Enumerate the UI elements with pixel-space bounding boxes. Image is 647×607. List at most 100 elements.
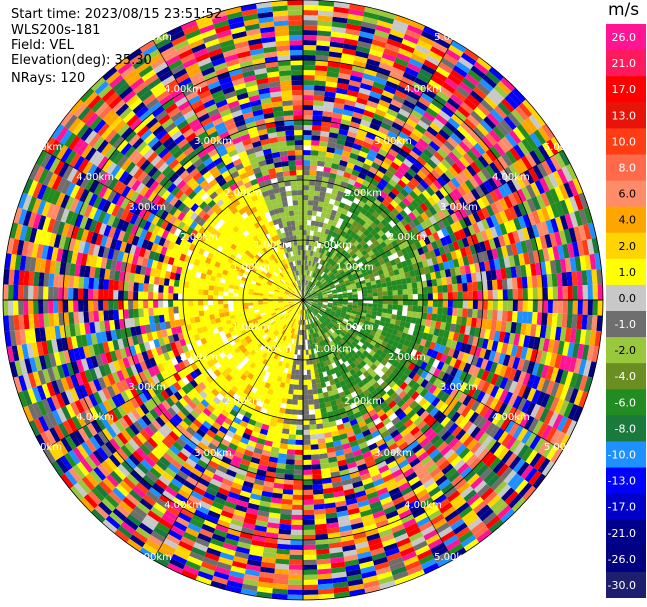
velocity-gate [440,172,451,184]
velocity-gate [355,267,361,273]
velocity-gate [376,237,384,245]
velocity-gate [494,224,503,237]
velocity-gate [385,80,399,90]
velocity-gate [428,79,442,91]
velocity-gate [335,273,341,279]
velocity-gate [375,153,386,162]
velocity-gate [312,393,319,400]
velocity-gate [356,243,363,250]
velocity-gate [373,198,382,207]
velocity-gate [521,227,530,241]
velocity-gate [492,126,506,140]
velocity-gate [309,271,313,277]
velocity-gate [350,237,357,245]
velocity-gate [497,102,512,116]
velocity-gate [517,202,528,216]
velocity-gate [312,200,319,207]
velocity-gate [447,300,453,308]
velocity-gate [373,225,381,234]
velocity-gate [306,285,309,291]
velocity-gate [420,166,431,177]
velocity-gate [400,188,410,198]
velocity-gate [474,158,485,171]
velocity-gate [398,108,411,119]
velocity-gate [303,454,312,460]
velocity-gate [398,242,406,251]
velocity-gate [491,174,503,188]
velocity-gate [306,220,312,226]
velocity-gate [309,282,313,287]
velocity-gate [310,282,314,288]
velocity-gate [441,207,451,218]
velocity-gate [564,257,572,273]
velocity-gate [445,204,455,215]
velocity-gate [557,244,565,260]
velocity-gate [433,165,445,177]
velocity-gate [429,122,442,133]
velocity-gate [356,230,364,237]
velocity-gate [325,276,331,282]
velocity-gate [337,301,343,305]
velocity-gate [384,135,396,145]
velocity-gate [303,544,317,550]
velocity-gate [343,171,352,179]
velocity-gate [451,148,463,160]
velocity-gate [310,271,314,277]
velocity-gate [421,189,432,200]
velocity-gate [378,259,386,266]
velocity-gate [443,53,459,66]
velocity-gate [436,32,453,45]
velocity-gate [339,281,345,286]
velocity-gate [421,280,428,288]
velocity-gate [321,227,327,234]
velocity-gate [402,266,410,273]
velocity-gate [440,57,456,70]
velocity-gate [368,166,378,175]
velocity-gate [315,50,330,57]
velocity-gate [296,419,303,425]
velocity-gate [398,201,407,210]
velocity-gate [382,267,389,274]
velocity-gate [587,300,593,316]
velocity-gate [366,170,376,179]
velocity-gate [531,196,542,211]
velocity-gate [318,150,327,157]
velocity-gate [503,116,517,131]
velocity-gate [421,259,429,268]
velocity-gate [556,168,568,185]
velocity-gate [376,182,386,191]
velocity-gate [576,270,583,286]
velocity-gate [549,155,562,171]
velocity-gate [423,176,434,187]
velocity-gate [394,274,401,281]
velocity-gate [407,211,417,221]
velocity-gate [436,200,446,211]
velocity-gate [466,191,477,203]
velocity-gate [361,249,368,256]
velocity-gate [472,308,478,319]
velocity-gate [393,269,400,276]
velocity-gate [334,271,340,277]
velocity-gate [292,494,303,500]
velocity-gate [315,257,320,263]
velocity-gate [539,235,548,250]
velocity-gate [322,293,328,296]
velocity-gate [418,96,431,108]
velocity-gate [313,95,325,102]
velocity-gate [532,287,538,300]
velocity-gate [476,197,486,210]
velocity-gate [367,53,382,63]
velocity-gate [393,117,406,127]
velocity-gate [555,216,564,232]
velocity-gate [387,290,393,296]
velocity-gate [289,424,297,430]
velocity-gate [312,284,317,289]
velocity-gate [318,284,324,289]
velocity-gate [289,549,303,555]
velocity-gate [463,117,477,131]
velocity-gate [374,108,387,118]
velocity-gate [426,126,439,137]
velocity-gate [298,389,303,395]
velocity-gate [428,140,441,152]
velocity-gate [316,290,322,294]
